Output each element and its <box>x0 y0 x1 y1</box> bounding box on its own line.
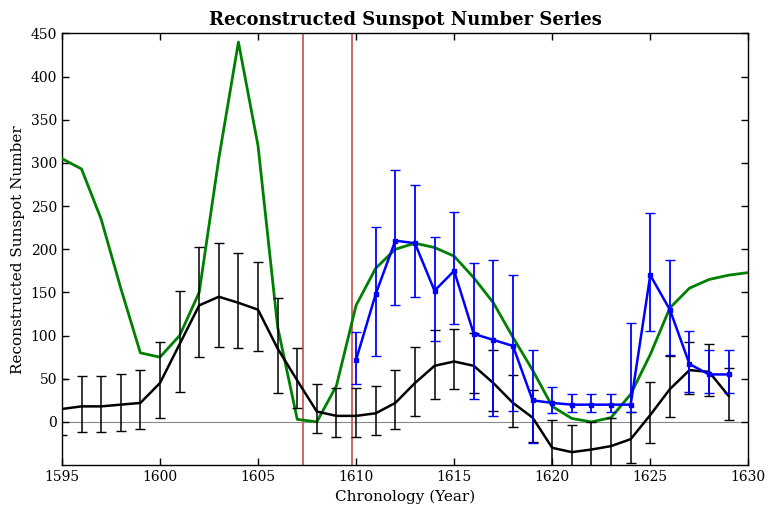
Y-axis label: Reconstructed Sunspot Number: Reconstructed Sunspot Number <box>11 125 25 374</box>
X-axis label: Chronology (Year): Chronology (Year) <box>335 489 476 504</box>
Title: Reconstructed Sunspot Number Series: Reconstructed Sunspot Number Series <box>209 11 601 29</box>
